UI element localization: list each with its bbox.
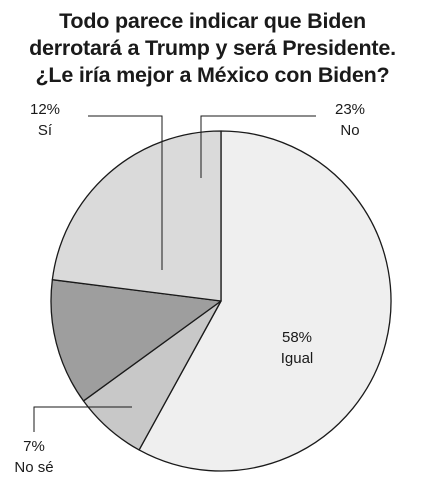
label-name-no: No bbox=[340, 122, 359, 139]
pie-slice-s bbox=[50, 279, 222, 402]
chart-title-line-2: derrotará a Trump y será Presidente. bbox=[29, 36, 396, 60]
pie-slice-igual bbox=[138, 130, 392, 472]
chart-title-line-1: Todo parece indicar que Biden bbox=[59, 9, 366, 33]
slice-labels: 12% Sí 23% No 58% Igual 7% No sé bbox=[14, 101, 365, 476]
label-value-igual: 58% bbox=[282, 329, 312, 346]
leader-line-si bbox=[88, 115, 163, 270]
label-name-no-se: No sé bbox=[14, 459, 53, 476]
label-value-no-se: 7% bbox=[23, 438, 45, 455]
label-name-igual: Igual bbox=[281, 350, 314, 367]
chart-title-line-3: ¿Le iría mejor a México con Biden? bbox=[35, 63, 390, 87]
label-value-no: 23% bbox=[335, 101, 365, 118]
pie-slices bbox=[50, 130, 392, 472]
label-leader-lines bbox=[33, 115, 316, 432]
pie-slice-no bbox=[51, 130, 222, 302]
leader-line-no bbox=[200, 115, 316, 178]
label-name-si: Sí bbox=[38, 122, 53, 139]
chart-title: Todo parece indicar que Biden derrotará … bbox=[0, 8, 425, 89]
leader-line-no-se bbox=[33, 406, 132, 432]
label-value-si: 12% bbox=[30, 101, 60, 118]
